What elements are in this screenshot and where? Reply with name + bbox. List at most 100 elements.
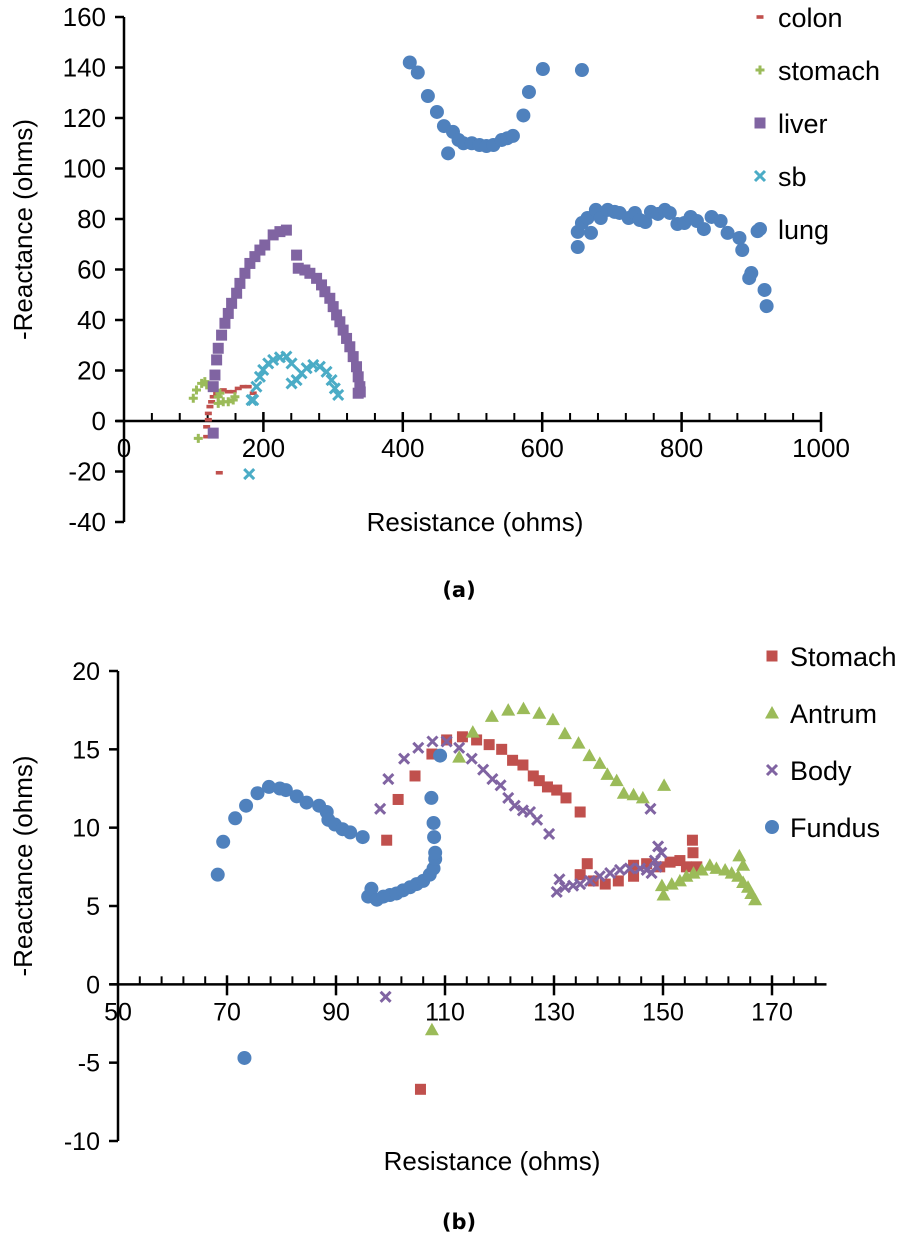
stomach-point: [686, 834, 698, 846]
body-point: [553, 873, 566, 886]
fundus-point: [299, 795, 314, 810]
chart-a-nyquist-organs: 0 200 400 600 800 1000 -40 -20 0 20 40 60 80 100 120 14…: [8, 2, 880, 602]
body-point: [543, 827, 556, 840]
stomach-point: [687, 847, 699, 859]
stomach-point: [641, 858, 653, 870]
stomach-point: [409, 770, 421, 782]
x-tick-label: 70: [213, 998, 241, 1026]
x-tick-label: 50: [104, 998, 132, 1026]
sb-point: [320, 365, 333, 378]
antrum-point: [748, 892, 763, 906]
sb-point: [243, 467, 256, 481]
antrum-point: [679, 869, 694, 882]
antrum-point: [732, 848, 747, 862]
lung-point: [696, 222, 711, 237]
series-stomach: [381, 731, 703, 1095]
liver-point: [341, 332, 353, 344]
body-point: [613, 863, 627, 877]
antrum-point: [654, 878, 669, 892]
body-point: [531, 813, 544, 826]
body-point: [652, 840, 665, 853]
liver-point: [222, 307, 234, 319]
liver-point: [292, 262, 304, 274]
colon-point: [208, 400, 216, 404]
x-axis-title: Resistance (ohms): [367, 507, 584, 537]
legend-label: Antrum: [790, 699, 877, 729]
colon-point: [206, 404, 214, 409]
body-point: [655, 846, 668, 859]
y-tick-label: 80: [77, 204, 106, 234]
body-point: [494, 779, 507, 792]
stomach-point: [392, 793, 404, 805]
body-point: [465, 752, 478, 765]
legend-label: stomach: [778, 56, 880, 86]
y-tick-label: 60: [77, 255, 106, 285]
stomach-point: [680, 861, 692, 873]
lung-point: [732, 230, 747, 245]
liver-point: [244, 257, 256, 269]
colon-point: [209, 394, 217, 399]
legend-label: colon: [778, 3, 843, 33]
chart-b-nyquist-stomach-regions: 50 70 90 110 130 150 170 -10 -5 0 5 10 15 20 Resistanc…: [8, 642, 897, 1234]
liver-point: [311, 272, 323, 284]
lung-point: [516, 108, 531, 123]
antrum-point: [694, 862, 709, 876]
liver-point: [216, 329, 228, 341]
liver-point: [327, 301, 339, 313]
liver-point: [319, 286, 331, 298]
legend-item-antrum: Antrum: [765, 699, 877, 729]
stomach-point: [664, 856, 676, 868]
liver-point: [207, 381, 219, 393]
liver-point: [352, 387, 364, 399]
liver-point: [351, 361, 363, 373]
y-tick-label: 0: [92, 406, 106, 436]
legend-label: Stomach: [790, 642, 897, 672]
y-tick-label: 0: [86, 971, 100, 999]
sb-point: [300, 362, 313, 375]
stomach-point: [574, 869, 586, 881]
legend-body-point: [765, 763, 779, 777]
lung-point: [757, 282, 772, 297]
antrum-point: [465, 725, 480, 738]
x-tick-label: 90: [322, 998, 350, 1026]
fundus-point: [239, 798, 254, 813]
antrum-point: [545, 712, 560, 726]
liver-point: [207, 427, 219, 439]
liver-point: [259, 239, 271, 251]
body-point: [593, 870, 606, 883]
fundus-point: [426, 815, 441, 830]
antrum-point: [656, 888, 671, 901]
stomach-point: [574, 806, 586, 818]
panel-label: (a): [442, 578, 475, 602]
stomach-point: [599, 878, 611, 890]
stomach-point: [456, 731, 468, 743]
y-tick-label: 160: [63, 2, 106, 32]
sb-point: [267, 353, 280, 366]
body-point: [650, 860, 663, 873]
stomach-point: [581, 858, 593, 870]
stomach-point: [507, 754, 519, 766]
stomach-point: [483, 739, 495, 751]
legend-fundus-point: [765, 820, 779, 834]
legend-item-fundus: Fundus: [765, 813, 880, 843]
x-tick-label: 150: [642, 998, 684, 1026]
series-colon: [203, 384, 257, 475]
series-antrum: [424, 701, 763, 1036]
legend-antrum-point: [765, 706, 779, 719]
colon-point: [219, 388, 227, 392]
stomach-point: [654, 861, 666, 873]
y-tick-label: -20: [68, 457, 106, 487]
body-point: [379, 990, 392, 1003]
colon-point: [229, 389, 237, 394]
series-sb: [243, 350, 345, 481]
stomach-point: [188, 393, 198, 403]
y-tick-label: -40: [68, 507, 106, 537]
lung-point: [583, 225, 598, 240]
sb-point: [332, 388, 345, 402]
lung-point: [574, 63, 589, 78]
antrum-point: [616, 786, 631, 799]
stomach-point: [674, 855, 686, 867]
lung-point: [742, 271, 757, 286]
stomach-point: [496, 743, 508, 755]
